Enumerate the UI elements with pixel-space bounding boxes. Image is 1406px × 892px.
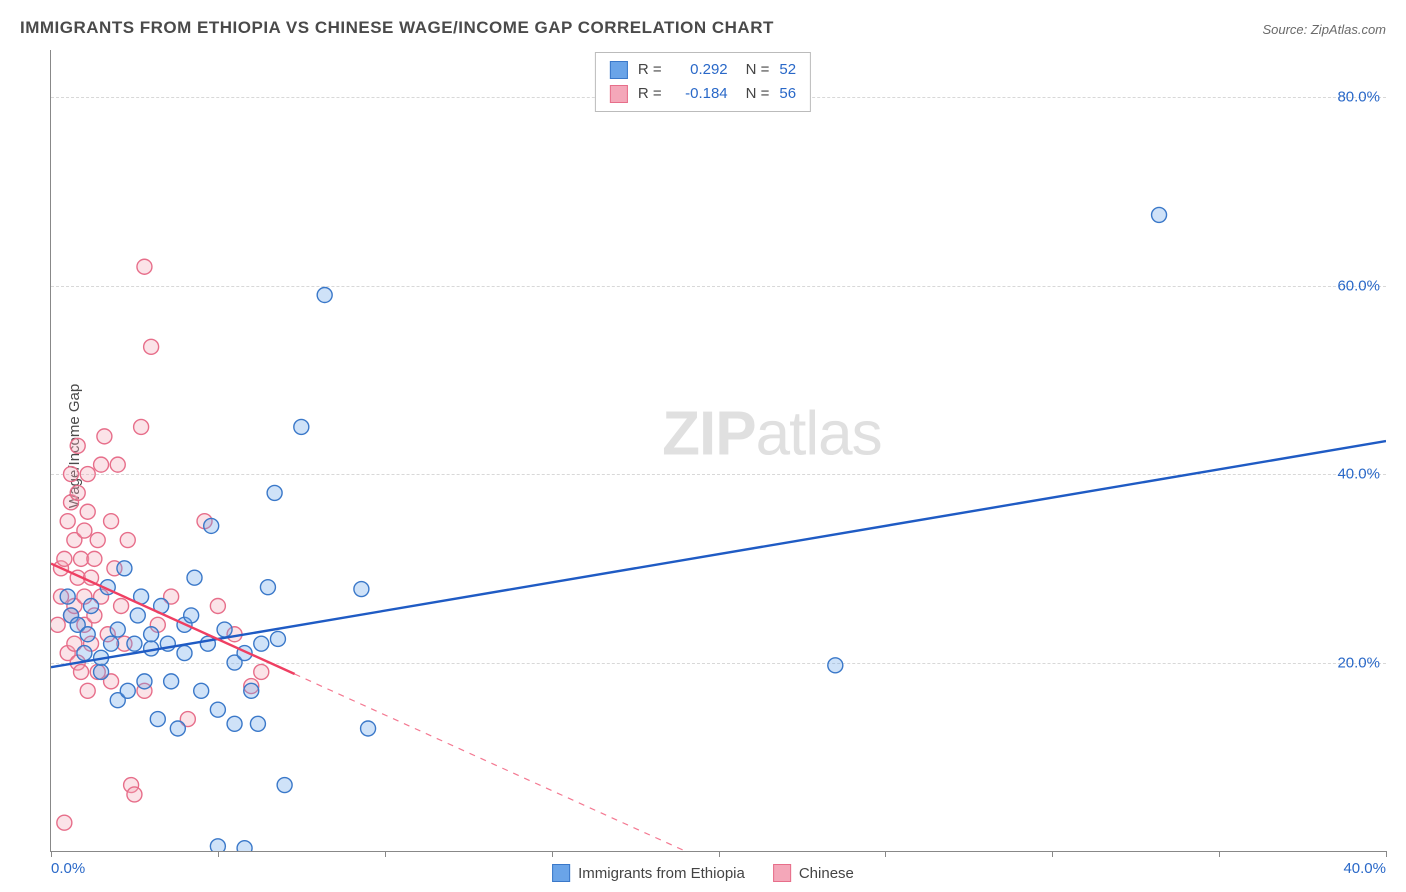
- legend-r-prefix: R =: [638, 58, 662, 82]
- xtick-label: 40.0%: [1343, 860, 1386, 877]
- legend-label-series1: Immigrants from Ethiopia: [578, 865, 745, 882]
- xtick-label: 0.0%: [51, 860, 85, 877]
- legend-series: Immigrants from Ethiopia Chinese: [552, 864, 854, 882]
- chart-container: IMMIGRANTS FROM ETHIOPIA VS CHINESE WAGE…: [0, 0, 1406, 892]
- chart-title: IMMIGRANTS FROM ETHIOPIA VS CHINESE WAGE…: [20, 18, 774, 38]
- legend-row-series1: R = 0.292 N = 52: [610, 58, 796, 82]
- legend-swatch-series2: [610, 85, 628, 103]
- legend-swatch-series1: [552, 864, 570, 882]
- legend-n-prefix: N =: [746, 58, 770, 82]
- legend-r-prefix: R =: [638, 82, 662, 106]
- legend-n-value-series2: 56: [779, 82, 796, 106]
- legend-swatch-series2: [773, 864, 791, 882]
- legend-r-value-series2: -0.184: [672, 82, 728, 106]
- plot-svg: [51, 50, 1386, 851]
- legend-n-value-series1: 52: [779, 58, 796, 82]
- legend-correlation: R = 0.292 N = 52 R = -0.184 N = 56: [595, 52, 811, 112]
- legend-n-prefix: N =: [746, 82, 770, 106]
- legend-swatch-series1: [610, 61, 628, 79]
- legend-label-series2: Chinese: [799, 865, 854, 882]
- legend-bottom-item-series1: Immigrants from Ethiopia: [552, 864, 745, 882]
- legend-bottom-item-series2: Chinese: [773, 864, 854, 882]
- source-label: Source: ZipAtlas.com: [1262, 22, 1386, 37]
- plot-area: ZIPatlas 20.0%40.0%60.0%80.0%0.0%40.0%: [50, 50, 1386, 852]
- legend-row-series2: R = -0.184 N = 56: [610, 82, 796, 106]
- legend-r-value-series1: 0.292: [672, 58, 728, 82]
